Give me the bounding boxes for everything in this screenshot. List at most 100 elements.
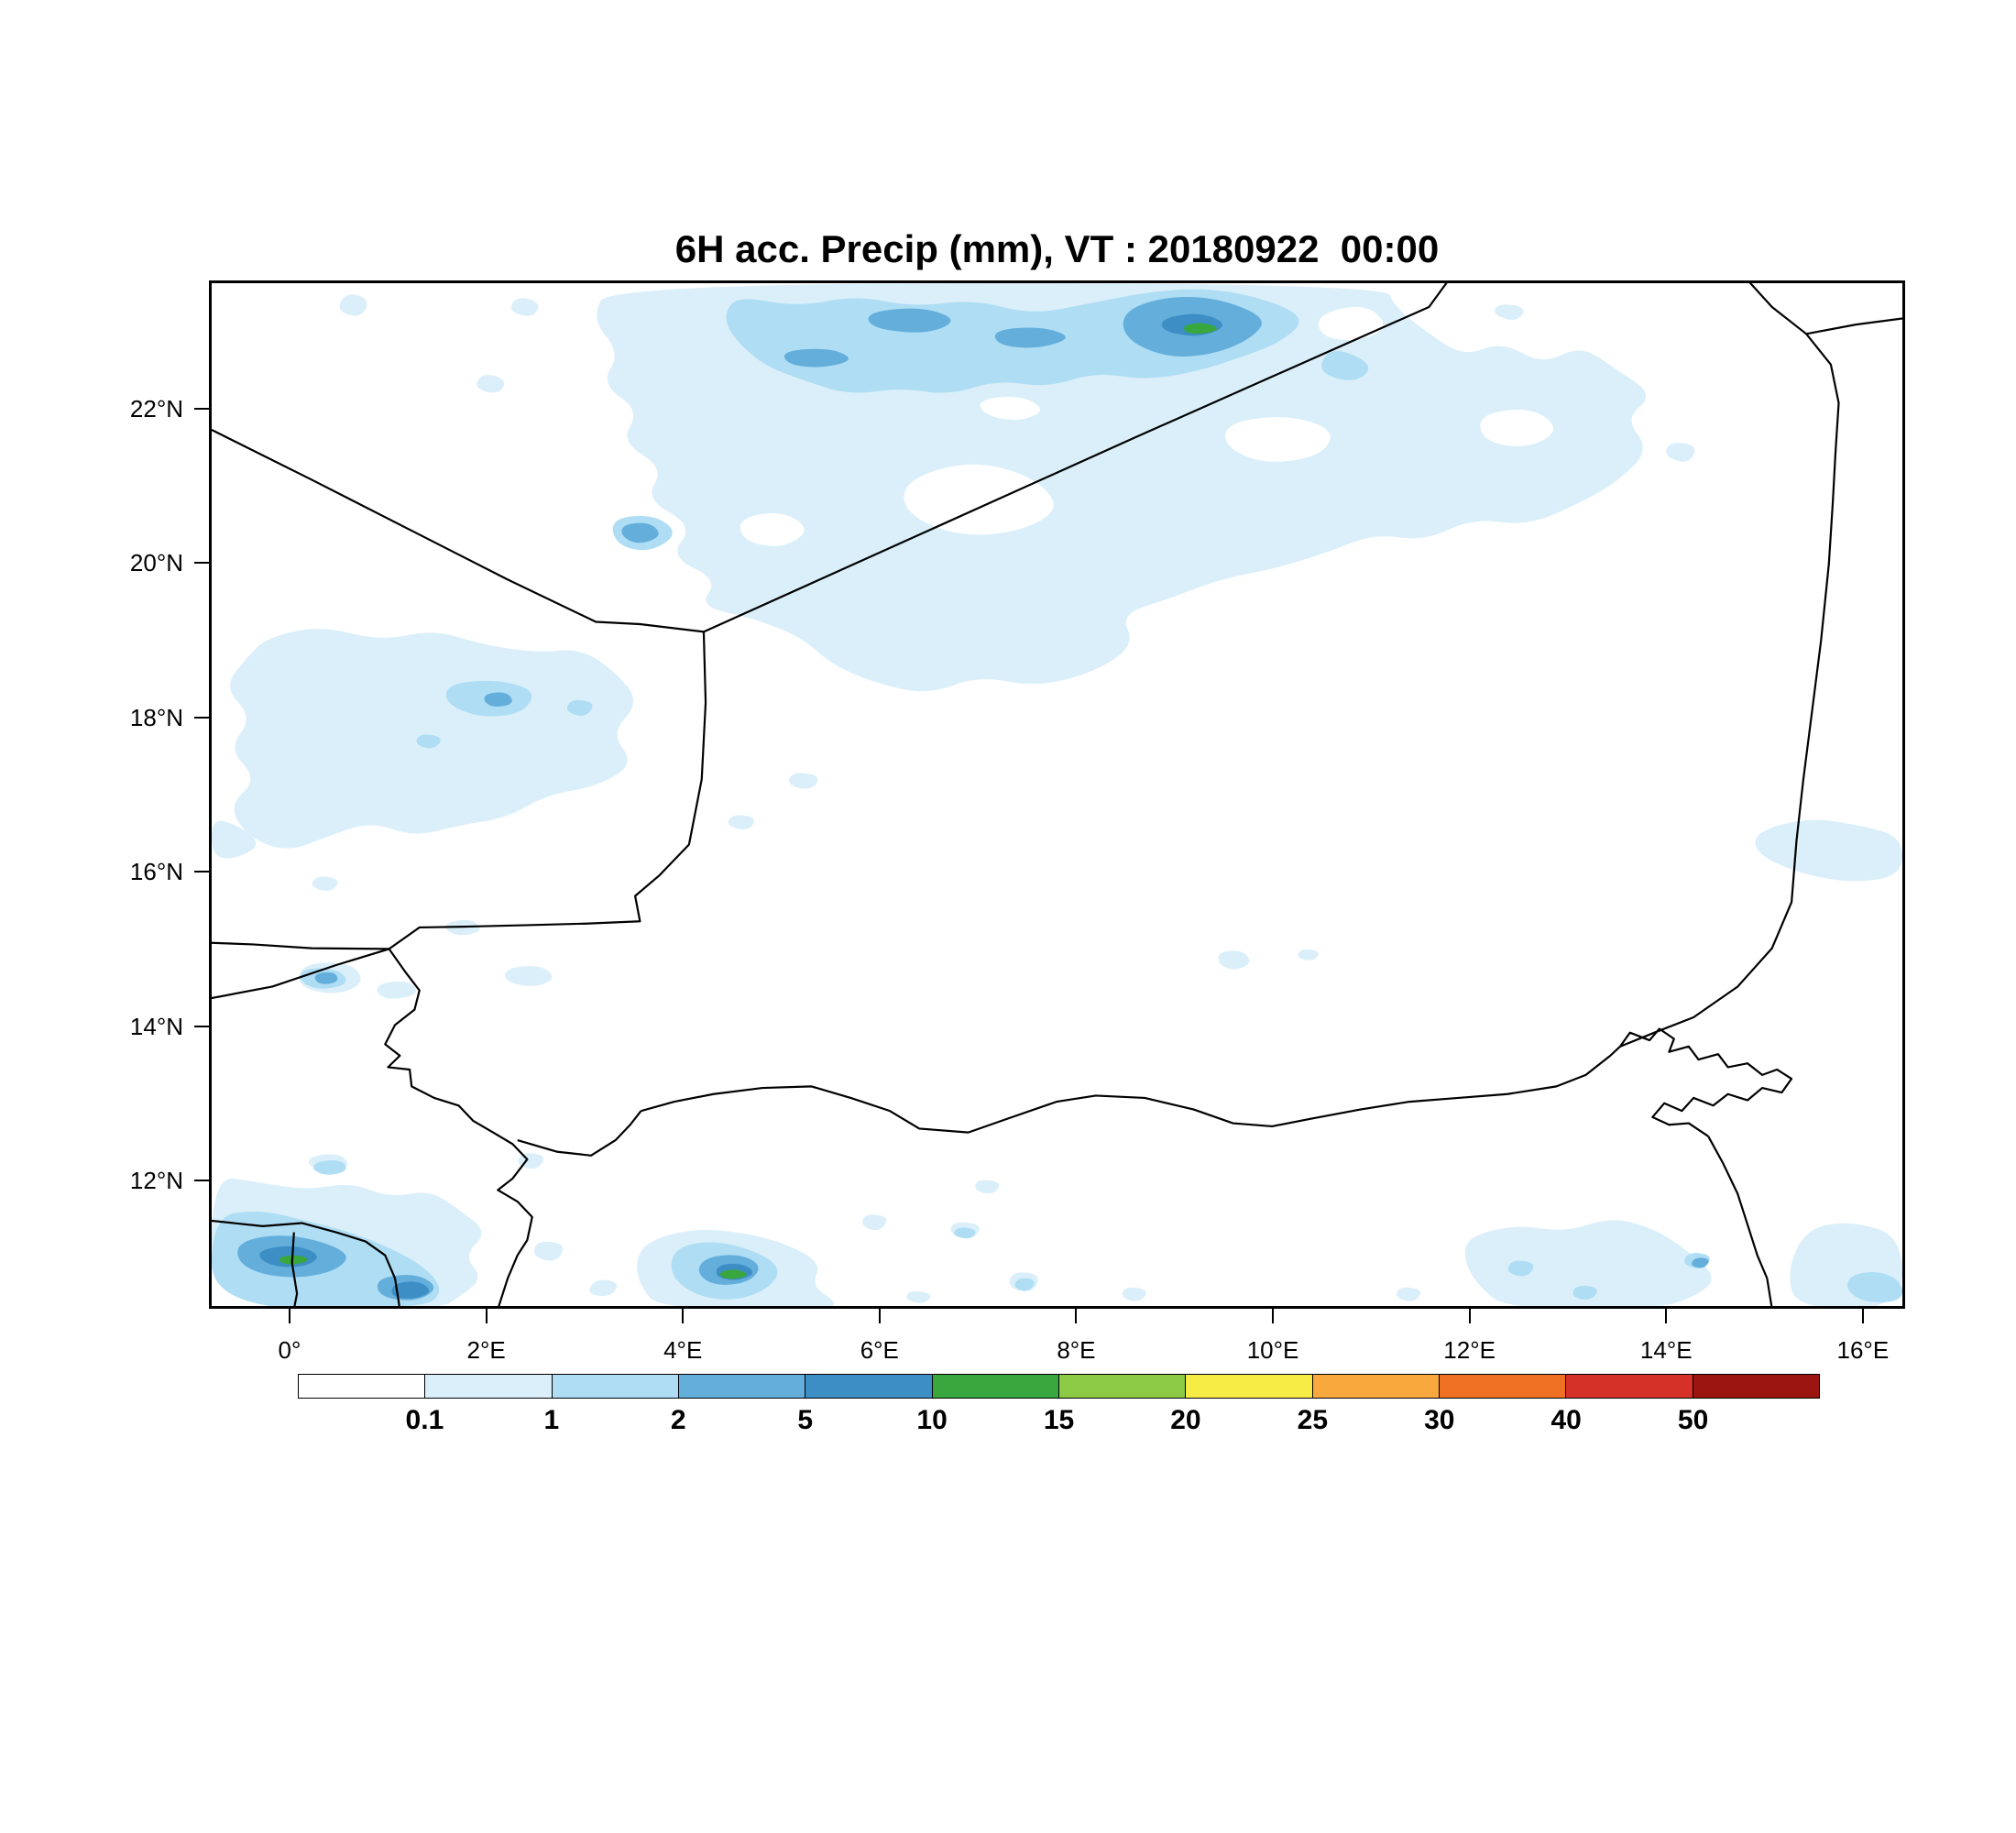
y-tick bbox=[194, 1180, 209, 1182]
precip-region-1-2 bbox=[954, 1227, 976, 1239]
border-ghana-togo bbox=[290, 1232, 299, 1306]
precipitation-map bbox=[212, 283, 1902, 1306]
x-tick-label: 4°E bbox=[663, 1336, 703, 1364]
y-tick bbox=[194, 562, 209, 565]
precip-region-10-15 bbox=[1184, 323, 1217, 335]
colorbar-tick-label: 20 bbox=[1170, 1405, 1201, 1435]
colorbar-segment-8 bbox=[1312, 1375, 1440, 1398]
precip-region-2-5 bbox=[783, 348, 849, 368]
precip-region-0.1-1 bbox=[339, 294, 367, 316]
colorbar-tick-label: 15 bbox=[1043, 1405, 1075, 1435]
precip-region-<0.1 bbox=[904, 464, 1054, 535]
border-algeria-mali bbox=[212, 429, 705, 633]
colorbar-segment-4 bbox=[805, 1375, 933, 1398]
border-mali-niger bbox=[388, 631, 707, 950]
y-tick-label: 22°N bbox=[129, 394, 183, 423]
precip-region-2-5 bbox=[994, 327, 1066, 348]
precip-region-1-2 bbox=[566, 699, 593, 716]
x-tick bbox=[1075, 1309, 1078, 1323]
x-tick-label: 10°E bbox=[1246, 1336, 1299, 1364]
precip-region-0.1-1 bbox=[975, 1180, 1000, 1194]
precip-region-0.1-1 bbox=[477, 374, 505, 393]
x-tick-label: 16°E bbox=[1836, 1336, 1890, 1364]
precip-region-1-2 bbox=[1321, 350, 1369, 380]
x-tick-label: 8°E bbox=[1057, 1336, 1096, 1364]
precip-region-2-5 bbox=[314, 971, 338, 984]
x-tick bbox=[485, 1309, 488, 1323]
x-tick-label: 14°E bbox=[1639, 1336, 1693, 1364]
precip-region-<0.1 bbox=[740, 512, 805, 546]
y-tick-label: 20°N bbox=[129, 549, 183, 577]
precip-region-0.1-1 bbox=[906, 1290, 931, 1303]
colorbar-tick-label: 5 bbox=[797, 1405, 813, 1435]
precip-region-1-2 bbox=[1847, 1272, 1902, 1302]
colorbar-segment-0 bbox=[299, 1375, 426, 1398]
x-tick bbox=[1468, 1309, 1471, 1323]
border-niger-nigeria bbox=[641, 1046, 1621, 1134]
precip-region-0.1-1 bbox=[728, 815, 754, 829]
precip-region-1-2 bbox=[1014, 1278, 1035, 1291]
precip-region-0.1-1 bbox=[510, 298, 539, 316]
colorbar-segment-3 bbox=[678, 1375, 806, 1398]
colorbar-tick-label: 2 bbox=[670, 1405, 686, 1435]
border-lake-chad bbox=[1619, 1027, 1793, 1137]
x-tick bbox=[1665, 1309, 1668, 1323]
colorbar-segment-7 bbox=[1186, 1375, 1313, 1398]
precip-region-1-2 bbox=[1507, 1260, 1534, 1277]
border-algeria-niger bbox=[703, 283, 1448, 633]
x-tick bbox=[682, 1309, 685, 1323]
precip-region-1-2 bbox=[416, 734, 441, 749]
precip-region-0.1-1 bbox=[377, 981, 416, 999]
x-tick bbox=[878, 1309, 881, 1323]
precip-region-0.1-1 bbox=[862, 1214, 887, 1231]
y-tick bbox=[194, 716, 209, 719]
colorbar-tick-label: 0.1 bbox=[405, 1405, 444, 1435]
precip-region-1-2 bbox=[313, 1160, 346, 1175]
precip-region-0.1-1 bbox=[1298, 949, 1319, 960]
precip-region-2-5 bbox=[868, 308, 951, 333]
precip-region-0.1-1 bbox=[1397, 1287, 1421, 1301]
border-libya-chad bbox=[1805, 317, 1902, 335]
colorbar bbox=[298, 1374, 1820, 1399]
precip-region-2-5 bbox=[621, 522, 659, 543]
y-tick bbox=[194, 1025, 209, 1027]
colorbar-segment-6 bbox=[1058, 1375, 1187, 1398]
colorbar-tick-label: 10 bbox=[916, 1405, 948, 1435]
precip-region-0.1-1 bbox=[534, 1241, 564, 1261]
border-burkina-togo-benin bbox=[212, 1219, 400, 1306]
precip-region-1-2 bbox=[1572, 1285, 1597, 1301]
y-tick-label: 16°N bbox=[129, 858, 183, 886]
x-tick-label: 2°E bbox=[466, 1336, 506, 1364]
border-chad-cameroon bbox=[1707, 1136, 1773, 1306]
precip-region-5-10 bbox=[391, 1281, 430, 1299]
colorbar-segment-10 bbox=[1566, 1375, 1693, 1398]
border-mali-burkina-south bbox=[212, 948, 389, 1000]
colorbar-tick-label: 30 bbox=[1424, 1405, 1455, 1435]
precip-region-2-5 bbox=[1692, 1257, 1709, 1268]
x-tick bbox=[1272, 1309, 1275, 1323]
y-tick-label: 12°N bbox=[129, 1167, 183, 1195]
colorbar-tick-label: 1 bbox=[543, 1405, 560, 1435]
precip-region-0.1-1 bbox=[504, 966, 553, 986]
precip-region-<0.1 bbox=[1225, 417, 1331, 462]
x-tick bbox=[1861, 1309, 1864, 1323]
y-tick-label: 14°N bbox=[129, 1012, 183, 1040]
x-tick-label: 6°E bbox=[860, 1336, 899, 1364]
border-benin-nigeria-junction bbox=[517, 1110, 642, 1157]
precip-region-<0.1 bbox=[1318, 306, 1384, 340]
precip-region-0.1-1 bbox=[1495, 304, 1524, 320]
y-tick-label: 18°N bbox=[129, 703, 183, 731]
x-tick-label: 0° bbox=[278, 1336, 301, 1364]
colorbar-tick-label: 50 bbox=[1677, 1405, 1709, 1435]
precip-region-0.1-1 bbox=[1218, 950, 1250, 970]
precip-region-10-15 bbox=[719, 1269, 747, 1279]
precip-region-10-15 bbox=[279, 1255, 308, 1265]
map-frame bbox=[209, 280, 1905, 1309]
x-tick-label: 12°E bbox=[1443, 1336, 1496, 1364]
colorbar-segment-11 bbox=[1693, 1375, 1819, 1398]
border-burkina-niger-benin bbox=[384, 948, 533, 1306]
precip-region-0.1-1 bbox=[1464, 1220, 1712, 1306]
y-tick bbox=[194, 871, 209, 873]
precip-region-0.1-1 bbox=[212, 820, 257, 859]
